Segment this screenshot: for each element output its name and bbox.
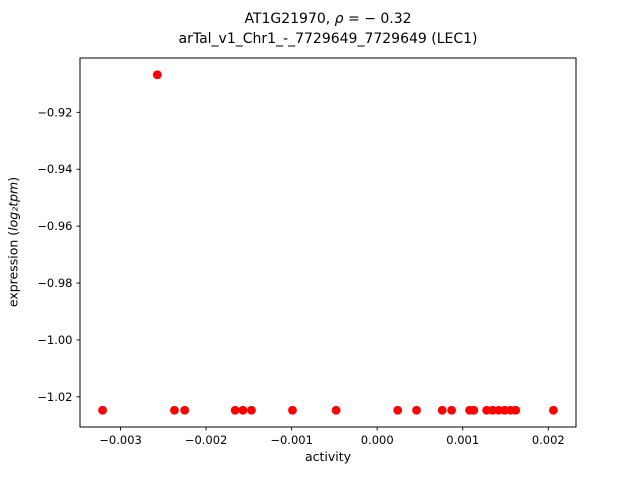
title-block: AT1G21970, ρ = − 0.32 arTal_v1_Chr1_-_77… xyxy=(80,9,576,49)
data-point xyxy=(331,405,341,415)
y-tick-label: −1.02 xyxy=(37,390,72,404)
chart-title: AT1G21970, ρ = − 0.32 xyxy=(80,9,576,29)
y-tick-label: −0.96 xyxy=(37,219,72,233)
x-tick-label: 0.001 xyxy=(446,433,479,447)
data-point xyxy=(447,405,457,415)
y-axis-label: expression (log₂tpm) xyxy=(6,177,21,307)
rho-symbol: ρ xyxy=(334,11,344,27)
data-point xyxy=(412,405,421,415)
y-tick-label: −0.94 xyxy=(37,162,72,176)
x-tick-label: −0.001 xyxy=(270,433,313,447)
chart-title-gene: AT1G21970, xyxy=(244,11,335,27)
y-axis-label-close: ) xyxy=(5,176,21,182)
data-point xyxy=(247,405,256,415)
data-point xyxy=(238,405,248,415)
data-point xyxy=(288,405,297,415)
data-point xyxy=(230,405,240,415)
x-axis-label: activity xyxy=(304,449,352,464)
x-tick-label: −0.003 xyxy=(99,433,142,447)
y-tick-label: −1.00 xyxy=(37,333,72,347)
y-axis-label-text: expression ( xyxy=(5,230,21,308)
data-point xyxy=(98,405,107,415)
data-point xyxy=(437,405,447,415)
data-point xyxy=(152,70,162,80)
chart-title-rho-value: = − 0.32 xyxy=(343,11,412,27)
x-tick-label: 0.002 xyxy=(532,433,565,447)
data-point xyxy=(469,405,479,415)
x-tick-label: 0.000 xyxy=(361,433,394,447)
x-tick-label: −0.002 xyxy=(185,433,228,447)
chart-subtitle: arTal_v1_Chr1_-_7729649_7729649 (LEC1) xyxy=(178,31,478,47)
y-axis-label-math: log₂tpm xyxy=(5,181,21,231)
plot-frame xyxy=(79,57,577,428)
data-point xyxy=(549,405,558,415)
data-point xyxy=(511,405,521,415)
y-tick-label: −0.92 xyxy=(37,105,72,119)
y-tick-label: −0.98 xyxy=(37,276,72,290)
data-point xyxy=(170,405,179,415)
data-point xyxy=(393,405,403,415)
data-point xyxy=(180,405,190,415)
